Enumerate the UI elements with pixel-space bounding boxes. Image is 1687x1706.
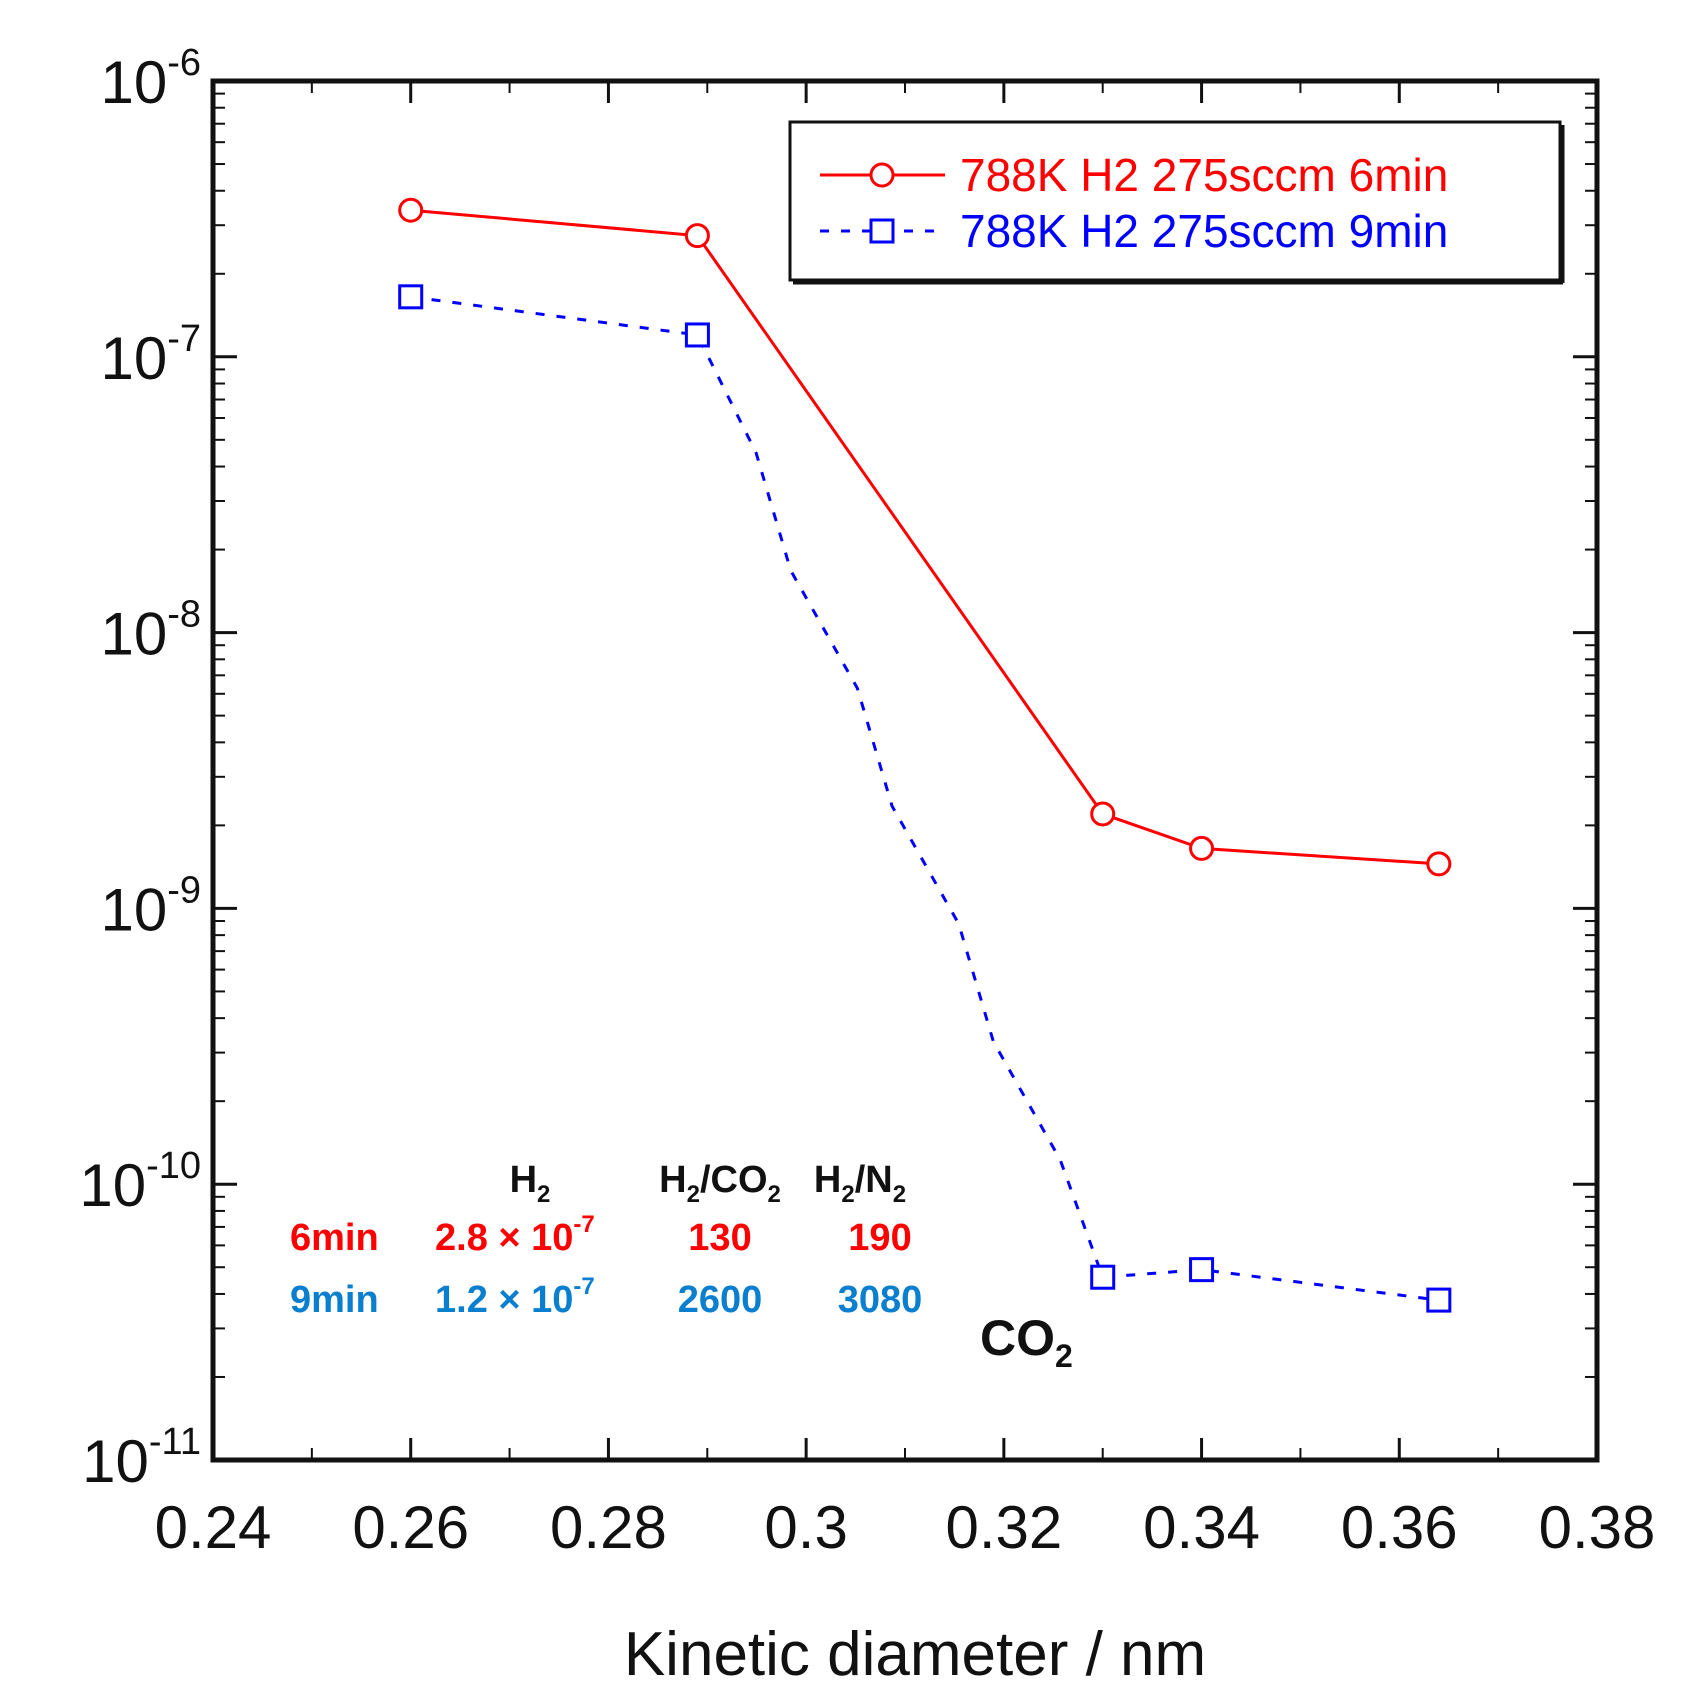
y-tick-exponent: -8 [167, 594, 201, 636]
row-label: 6min [290, 1217, 379, 1259]
data-point [684, 223, 710, 249]
permeance-base: 2.8 × 10 [435, 1217, 573, 1259]
y-tick-base: 10 [100, 325, 167, 392]
y-tick-base: 10 [79, 1152, 146, 1219]
series-1 [398, 197, 1452, 877]
legend-entry-2: 788K H2 275sccm 9min [820, 205, 1448, 257]
y-tick-base: 10 [100, 49, 167, 116]
header-tail: /CO [700, 1159, 768, 1201]
y-tick-exponent: -7 [167, 318, 201, 360]
y-tick-label: 10-7 [100, 318, 201, 392]
table-header: H2/CO2 [659, 1159, 781, 1208]
axis-ticks [211, 79, 1599, 1462]
co2-sub: 2 [1055, 1338, 1073, 1374]
y-tick-label: 10-11 [82, 1421, 201, 1495]
co2-main: CO [980, 1310, 1055, 1366]
x-tick-label: 0.36 [1341, 1494, 1458, 1561]
y-tick-label: 10-10 [79, 1145, 201, 1219]
header-sub: 2 [841, 1181, 854, 1208]
data-point [1090, 1264, 1116, 1290]
x-tick-label: 0.34 [1143, 1494, 1260, 1561]
row-h2-n2: 190 [848, 1217, 911, 1259]
x-tick-label: 0.3 [764, 1494, 847, 1561]
table-header: H2/N2 [814, 1159, 906, 1208]
legend-entry-1: 788K H2 275sccm 6min [820, 149, 1448, 201]
y-tick-label: 10-9 [100, 869, 201, 943]
data-point [1189, 835, 1215, 861]
y-tick-base: 10 [100, 601, 167, 668]
table-row: 9min 1.2 × 10-7 2600 3080 [290, 1273, 922, 1321]
y-tick-exponent: -6 [167, 42, 201, 84]
y-tick-label: 10-6 [100, 42, 201, 116]
row-h2-n2: 3080 [838, 1279, 923, 1321]
x-tick-label: 0.38 [1539, 1494, 1656, 1561]
row-permeance: 1.2 × 10-7 [435, 1273, 595, 1321]
row-label: 9min [290, 1279, 379, 1321]
row-h2-co2: 2600 [678, 1279, 763, 1321]
legend-label: 788K H2 275sccm 9min [960, 205, 1448, 257]
data-point [1189, 1257, 1215, 1283]
x-tick-label: 0.24 [155, 1494, 272, 1561]
x-tick-labels: 0.24 0.26 0.28 0.3 0.32 0.34 0.36 0.38 [155, 1494, 1656, 1561]
x-tick-label: 0.28 [550, 1494, 667, 1561]
series-2 [398, 284, 1452, 1313]
permeance-exp: -7 [573, 1273, 594, 1300]
row-permeance: 2.8 × 10-7 [435, 1211, 595, 1259]
legend-label: 788K H2 275sccm 6min [960, 149, 1448, 201]
data-point [398, 197, 424, 223]
data-point [398, 284, 424, 310]
header-tail: /N [855, 1159, 893, 1201]
data-point [1426, 851, 1452, 877]
series-layer [398, 197, 1452, 1313]
y-tick-exponent: -11 [149, 1421, 201, 1463]
y-tick-label: 10-8 [100, 594, 201, 668]
header-sub: 2 [537, 1181, 550, 1208]
legend-box [788, 120, 1562, 282]
row-h2-co2: 130 [688, 1217, 751, 1259]
x-tick-label: 0.26 [352, 1494, 469, 1561]
table-row: 6min 2.8 × 10-7 130 190 [290, 1211, 912, 1259]
series-line [410, 295, 1440, 1302]
data-point [1426, 1287, 1452, 1313]
header-sub2: 2 [893, 1181, 906, 1208]
x-tick-label: 0.32 [945, 1494, 1062, 1561]
header-main: H [510, 1159, 537, 1201]
series-line [410, 208, 1439, 866]
header-main: H [659, 1159, 686, 1201]
permeance-exp: -7 [573, 1211, 594, 1238]
y-tick-base: 10 [100, 876, 167, 943]
y-tick-exponent: -9 [167, 869, 201, 911]
x-axis-title: Kinetic diameter / nm [624, 1620, 1206, 1689]
header-sub2: 2 [768, 1181, 781, 1208]
y-tick-exponent: -10 [146, 1145, 201, 1187]
header-main: H [814, 1159, 841, 1201]
legend-marker [869, 218, 895, 244]
permeance-base: 1.2 × 10 [435, 1279, 573, 1321]
y-tick-base: 10 [82, 1428, 149, 1495]
legend-marker [869, 162, 895, 188]
data-point [684, 322, 710, 348]
co2-annotation: CO2 [980, 1310, 1073, 1374]
data-point [1090, 801, 1116, 827]
header-sub: 2 [687, 1181, 700, 1208]
table-header: H2 [510, 1159, 551, 1208]
